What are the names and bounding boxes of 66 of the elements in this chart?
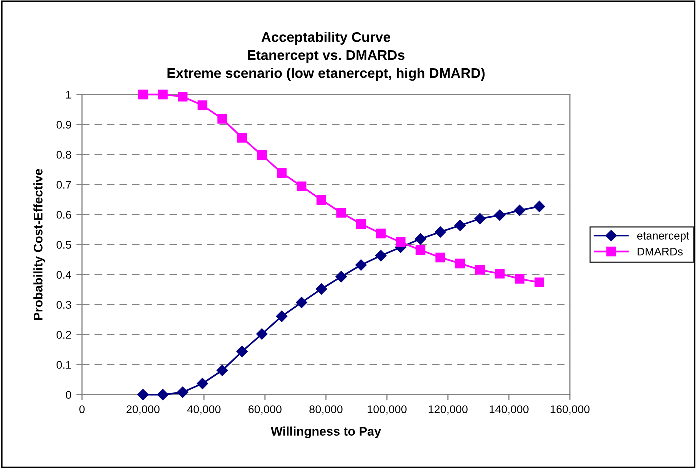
y-tick-label: 0.1: [56, 361, 72, 370]
point: [474, 213, 486, 225]
point: [197, 378, 208, 390]
y-tick-label: 0.5: [56, 241, 72, 249]
y-tick-label: 0.4: [56, 271, 72, 279]
point: [198, 100, 208, 110]
x-axis-title: Willingness to Pay: [271, 426, 382, 438]
point: [257, 150, 268, 160]
point: [534, 278, 545, 288]
point: [177, 386, 188, 398]
point: [276, 310, 288, 322]
x-tick-label: 60,000: [248, 406, 282, 415]
point: [237, 133, 248, 143]
point: [316, 195, 326, 205]
point: [178, 92, 188, 102]
point: [157, 389, 169, 401]
point: [415, 234, 426, 245]
point: [138, 90, 148, 100]
y-tick-label: 0.8: [56, 151, 72, 159]
y-tick-label: 0.7: [56, 181, 72, 189]
point: [436, 252, 446, 263]
point: [494, 210, 506, 222]
point: [454, 220, 466, 232]
point: [236, 346, 248, 358]
point: [434, 226, 446, 238]
point: [256, 328, 268, 340]
point: [534, 201, 546, 212]
point: [336, 208, 346, 218]
point: [495, 269, 505, 279]
y-tick-label: 0.2: [56, 331, 72, 339]
point: [475, 265, 486, 275]
x-tick-label: 120,000: [428, 406, 468, 415]
y-tick-label: 0: [66, 391, 72, 400]
x-tick-label: 20,000: [126, 406, 160, 415]
point: [514, 274, 525, 284]
y-axis-title: Probability Cost-Effective: [34, 169, 46, 320]
point: [456, 258, 466, 269]
x-tick-label: 0: [80, 406, 85, 414]
point: [296, 297, 308, 308]
point: [356, 219, 366, 229]
point: [375, 250, 387, 262]
x-tick-label: 40,000: [187, 406, 221, 415]
x-tick-label: 160,000: [550, 406, 590, 415]
y-tick-label: 1: [66, 91, 72, 99]
point: [316, 284, 328, 295]
point: [218, 114, 228, 124]
legend-label: etanercept: [637, 232, 690, 242]
point: [158, 90, 168, 100]
point: [216, 364, 228, 376]
point: [296, 182, 307, 192]
point: [138, 389, 149, 401]
x-tick-label: 140,000: [490, 406, 529, 415]
x-tick-label: 100,000: [368, 406, 407, 415]
y-tick-label: 0.6: [56, 211, 72, 219]
y-tick-label: 0.9: [56, 121, 72, 129]
chart-title: Acceptability Curve Etanercept vs. DMARDs Extreme scenario (low etanercept, high DMARD): [168, 32, 485, 82]
point: [416, 245, 426, 256]
point: [356, 260, 367, 271]
legend-label: DMARDs: [638, 248, 683, 256]
y-tick-label: 0.3: [56, 301, 72, 309]
point: [396, 238, 406, 248]
point: [376, 228, 386, 239]
point: [277, 168, 287, 178]
x-tick-label: 80,000: [310, 406, 343, 415]
point: [336, 271, 348, 283]
point: [514, 204, 526, 216]
